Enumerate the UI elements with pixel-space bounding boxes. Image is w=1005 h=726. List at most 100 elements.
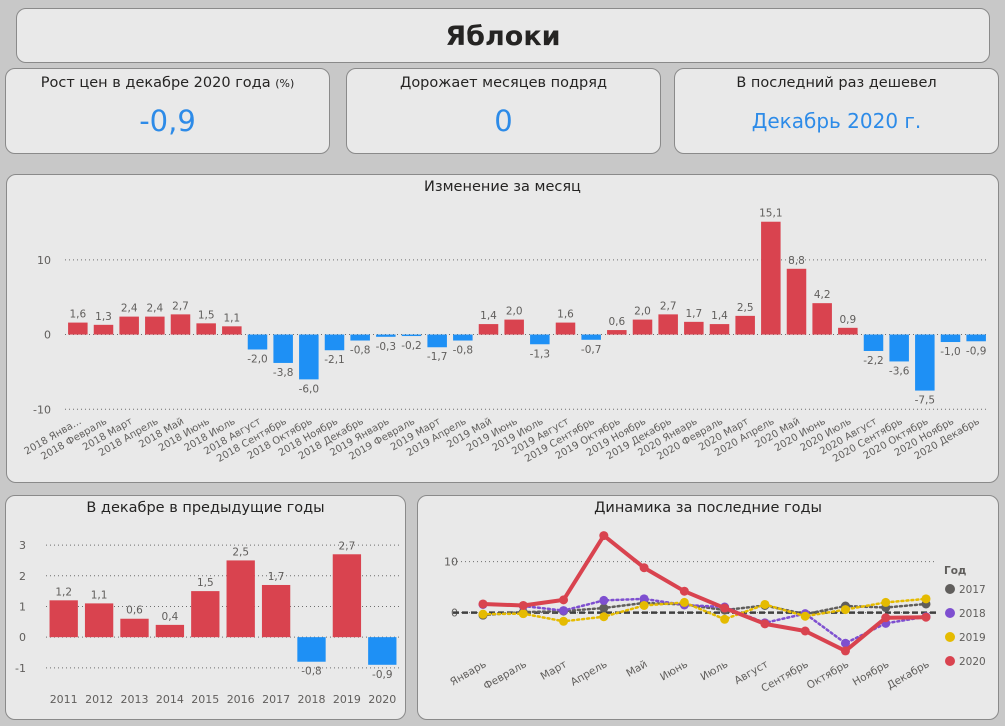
series-point-2018: [840, 638, 850, 648]
december-ytick-label: 1: [19, 600, 26, 613]
monthly-bar: [504, 319, 524, 335]
monthly-data-label: -0,8: [350, 345, 371, 357]
december-years-card[interactable]: В декабре в предыдущие годы 3 2 1 0 -1 1,2 201…: [5, 495, 406, 720]
monthly-bar: [299, 334, 319, 380]
december-xtick-label: 2018: [298, 693, 326, 706]
monthly-data-label: -0,2: [401, 340, 422, 352]
monthly-bar: [966, 334, 986, 342]
monthly-bar: [196, 323, 216, 335]
december-years-title: В декабре в предыдущие годы: [86, 500, 325, 516]
monthly-bar: [145, 316, 165, 335]
monthly-bar: [222, 326, 242, 335]
december-bar: [297, 637, 326, 662]
monthly-bar: [632, 319, 653, 335]
series-line-2018: [481, 597, 928, 645]
series-point-2019: [881, 597, 891, 607]
dynamics-xtick-label: Октябрь: [805, 658, 851, 692]
kpi-rising-months[interactable]: Дорожает месяцев подряд 0: [346, 68, 661, 154]
monthly-data-label: 1,6: [69, 309, 86, 321]
monthly-data-label: 2,7: [660, 300, 677, 312]
monthly-bar: [273, 334, 293, 363]
monthly-data-label: -0,8: [453, 345, 474, 357]
december-bar: [226, 560, 255, 638]
legend-marker-2020: [945, 656, 955, 666]
kpi-rising-months-value: 0: [494, 104, 513, 138]
monthly-data-label: 2,4: [146, 303, 163, 315]
monthly-bar: [530, 334, 550, 345]
december-years-chart[interactable]: 3 2 1 0 -1 1,2 2011 1,1 2012 0,6 2013 0,4 2014 1,5 201…: [6, 496, 406, 720]
series-line-2019: [481, 597, 928, 623]
dynamics-title: Динамика за последние годы: [594, 500, 822, 516]
december-bar: [261, 584, 291, 638]
series-point-2019: [478, 609, 488, 619]
series-point-2019: [639, 600, 649, 610]
monthly-bar: [812, 303, 832, 335]
december-data-label: 1,1: [91, 589, 108, 601]
kpi-last-cheaper[interactable]: В последний раз дешевел Декабрь 2020 г.: [674, 68, 999, 154]
series-point-2020: [559, 595, 569, 605]
series-point-2018: [559, 606, 569, 616]
monthly-data-label: 1,4: [711, 310, 728, 322]
monthly-data-label: 1,7: [685, 308, 702, 320]
page-title: Яблоки: [445, 21, 561, 52]
dynamics-chart[interactable]: 100ЯнварьФевральМартАпрельМайИюньИюльАвг…: [418, 496, 999, 720]
monthly-bar: [324, 334, 345, 351]
monthly-data-label: 15,1: [759, 208, 782, 220]
monthly-bar: [478, 324, 499, 335]
monthly-bar: [555, 322, 576, 335]
monthly-change-card[interactable]: Изменение за месяц 10 0 -10 1,6 2018 Янва...…: [6, 174, 999, 483]
monthly-data-label: -6,0: [299, 383, 320, 395]
december-bar: [120, 618, 149, 638]
series-line-2020: [481, 533, 928, 653]
monthly-ytick-label: 0: [44, 329, 51, 342]
monthly-data-label: 2,5: [737, 302, 754, 314]
monthly-data-label: 2,0: [506, 306, 523, 318]
dynamics-xtick-label: Ноябрь: [851, 658, 892, 688]
december-data-label: -0,9: [372, 669, 393, 681]
kpi-price-growth-value: -0,9: [139, 104, 196, 138]
series-point-2019: [518, 609, 528, 619]
monthly-bar: [863, 334, 884, 351]
series-point-2020: [760, 619, 770, 629]
monthly-bar: [427, 334, 447, 348]
monthly-bar: [170, 314, 191, 335]
series-point-2020: [881, 613, 891, 623]
december-data-label: 2,5: [232, 546, 249, 558]
kpi-price-growth-label-row: Рост цен в декабре 2020 года (%): [6, 75, 329, 91]
monthly-bar: [119, 316, 139, 335]
december-xtick-label: 2016: [227, 693, 255, 706]
series-point-2020: [921, 612, 931, 622]
series-point-2019: [800, 611, 810, 621]
monthly-data-label: -0,9: [966, 345, 987, 357]
series-point-2020: [518, 600, 528, 610]
monthly-bar: [376, 334, 396, 337]
series-point-2019: [760, 599, 770, 609]
monthly-bar: [735, 315, 755, 335]
legend-title: Год: [944, 565, 966, 577]
series-point-2020: [800, 626, 810, 636]
monthly-bar: [684, 321, 704, 335]
monthly-data-label: -2,0: [247, 353, 268, 365]
monthly-bar: [247, 334, 268, 350]
monthly-data-label: -1,0: [940, 346, 961, 358]
december-bar: [368, 637, 397, 665]
kpi-rising-months-label: Дорожает месяцев подряд: [399, 75, 608, 91]
december-data-label: 1,5: [197, 577, 214, 589]
monthly-data-label: 2,0: [634, 306, 651, 318]
monthly-data-label: 1,6: [557, 309, 574, 321]
monthly-data-label: 0,6: [608, 316, 625, 328]
dynamics-xtick-label: Июнь: [658, 658, 690, 683]
series-point-2020: [679, 586, 689, 596]
december-xtick-label: 2015: [191, 693, 219, 706]
series-point-2020: [639, 563, 649, 573]
legend-marker-2017: [945, 584, 955, 594]
series-point-2018: [599, 595, 609, 605]
monthly-bar: [658, 314, 678, 335]
monthly-bar: [915, 334, 935, 391]
series-point-2019: [599, 612, 609, 622]
series-point-2020: [478, 599, 488, 609]
kpi-price-growth[interactable]: Рост цен в декабре 2020 года (%) -0,9: [5, 68, 330, 154]
december-xtick-label: 2020: [368, 693, 396, 706]
dynamics-card[interactable]: Динамика за последние годы 100ЯнварьФевр…: [417, 495, 999, 720]
